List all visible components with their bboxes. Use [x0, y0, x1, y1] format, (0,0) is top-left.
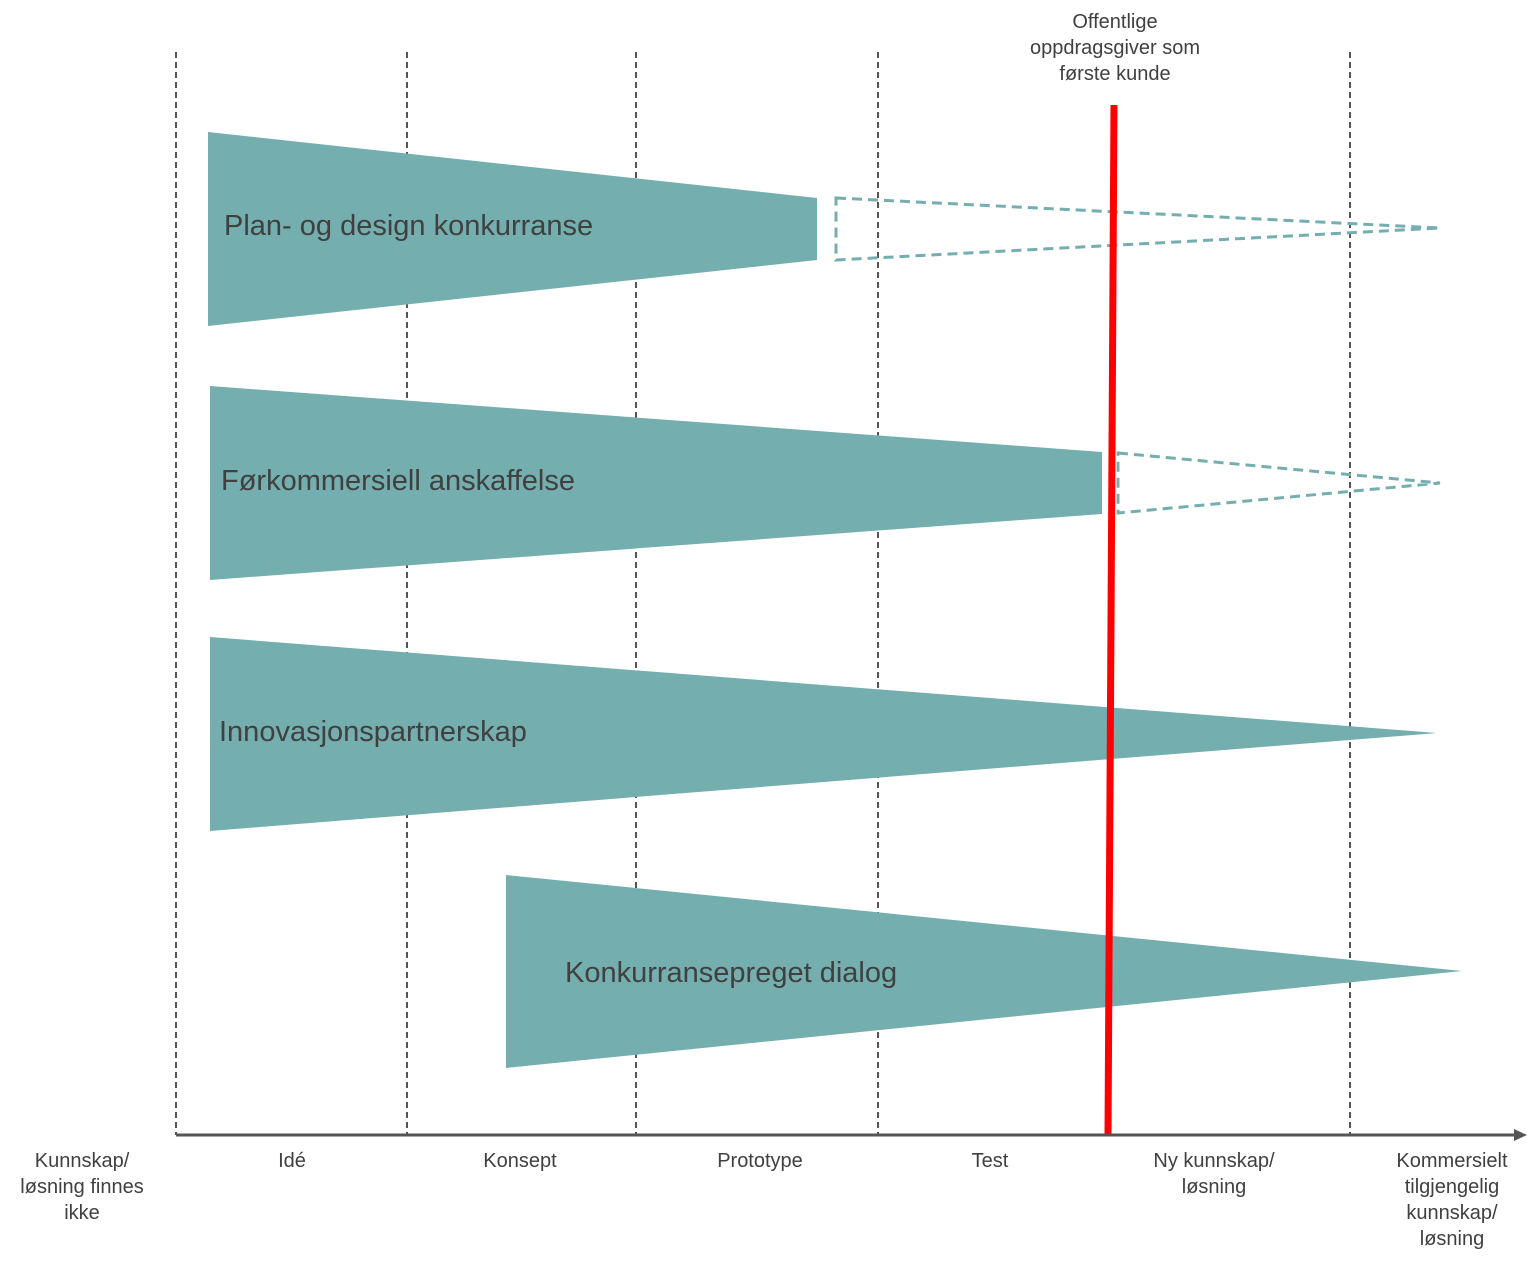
maturity-axis-arrowhead [1514, 1129, 1527, 1141]
wedge-forkommersiell [210, 386, 1102, 580]
wedge-innovasjonspartnerskap [210, 637, 1437, 831]
stage-label-test: Test [971, 1150, 1009, 1172]
procedure-label-innovasjonspartnerskap: Innovasjonspartnerskap [219, 716, 527, 748]
procedure-label-plan-og-design: Plan- og design konkurranse [224, 210, 594, 242]
stage-label-kommersielt: Kommersielt tilgjengelig kunnskap/ løsni… [1396, 1150, 1508, 1250]
wedge-plan-og-design-continuation [834, 196, 1441, 262]
wedge-konkurransepreget [506, 875, 1462, 1068]
stage-label-konsept: Konsept [483, 1150, 557, 1172]
wedge-forkommersiell-continuation [1116, 451, 1441, 515]
procedure-label-forkommersiell: Førkommersiell anskaffelse [221, 465, 576, 497]
first-customer-marker-label: Offentlige oppdragsgiver som første kund… [1029, 11, 1201, 85]
axis-origin-label: Kunnskap/ løsning finnes ikke [20, 1150, 144, 1224]
first-customer-marker-line [1104, 104, 1118, 1136]
stage-label-ide: Idé [278, 1150, 306, 1172]
wedge-plan-og-design [208, 132, 817, 326]
stage-label-prototype: Prototype [717, 1150, 803, 1172]
procedure-label-konkurransepreget: Konkurransepreget dialog [565, 957, 898, 989]
stage-label-ny-kunnskap: Ny kunnskap/ løsning [1153, 1150, 1275, 1198]
